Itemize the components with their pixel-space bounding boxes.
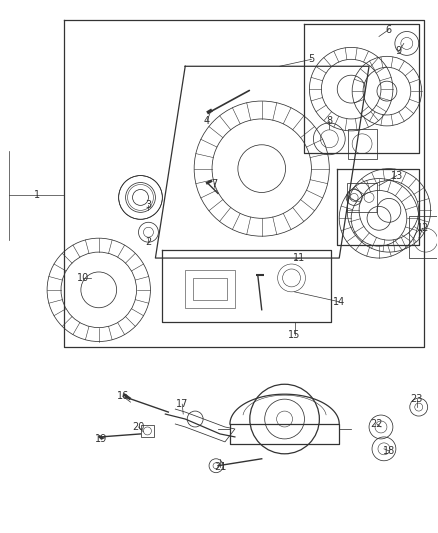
Bar [348,129,377,159]
Text: 19: 19 [95,434,107,444]
Text: 13: 13 [391,171,403,181]
Text: 15: 15 [288,329,301,340]
Text: 1: 1 [34,190,40,200]
Text: 16: 16 [117,391,129,401]
Bar [347,182,377,212]
Text: 8: 8 [326,116,332,126]
Bar [409,216,438,258]
Text: 17: 17 [176,399,188,409]
Text: 3: 3 [145,200,152,211]
Bar [193,278,227,300]
Text: 20: 20 [132,422,145,432]
Text: 12: 12 [417,223,429,233]
Text: 6: 6 [386,25,392,35]
Text: 23: 23 [410,394,423,404]
Text: 7: 7 [211,179,217,189]
Text: 9: 9 [396,46,402,56]
Text: 10: 10 [77,273,89,283]
Text: 11: 11 [293,253,306,263]
Text: 4: 4 [204,116,210,126]
Text: 18: 18 [383,446,395,456]
Text: 2: 2 [145,237,152,247]
Bar [185,270,235,308]
Text: 14: 14 [333,297,345,307]
Text: 21: 21 [214,462,226,472]
Text: 22: 22 [371,419,383,429]
Text: 5: 5 [308,54,314,64]
Bar [141,425,155,437]
